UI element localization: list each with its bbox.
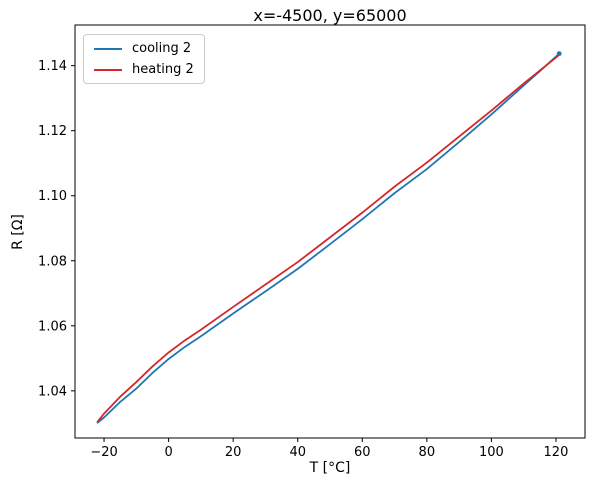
x-tick-label: −20: [90, 445, 117, 460]
heating-line-swatch: [94, 68, 122, 71]
y-tick-label: 1.04: [38, 384, 67, 399]
cooling-line-swatch: [94, 47, 122, 50]
x-tick-label: 60: [354, 445, 371, 460]
legend-item-cooling: cooling 2: [94, 41, 194, 56]
cooling-endpoint-marker: [556, 51, 562, 57]
legend-label-cooling: cooling 2: [132, 41, 192, 56]
y-axis-label: R [Ω]: [10, 214, 26, 250]
x-axis-label: T [°C]: [309, 460, 351, 476]
x-tick-label: 0: [164, 445, 172, 460]
y-tick-label: 1.08: [38, 254, 67, 269]
x-tick-label: 80: [419, 445, 436, 460]
x-tick-label: 120: [544, 445, 569, 460]
x-tick-label: 100: [479, 445, 504, 460]
chart-title: x=-4500, y=65000: [253, 6, 407, 25]
y-tick-label: 1.12: [38, 124, 67, 139]
legend-label-heating: heating 2: [132, 62, 194, 77]
heating-line: [96, 54, 561, 423]
x-tick-label: 40: [289, 445, 306, 460]
axes-frame: [74, 24, 586, 439]
x-tick-label: 20: [225, 445, 242, 460]
y-tick-label: 1.06: [38, 319, 67, 334]
legend-item-heating: heating 2: [94, 62, 194, 77]
y-tick-label: 1.10: [38, 189, 67, 204]
legend: cooling 2 heating 2: [83, 34, 205, 84]
y-tick-label: 1.14: [38, 59, 67, 74]
cooling-line: [96, 52, 561, 424]
